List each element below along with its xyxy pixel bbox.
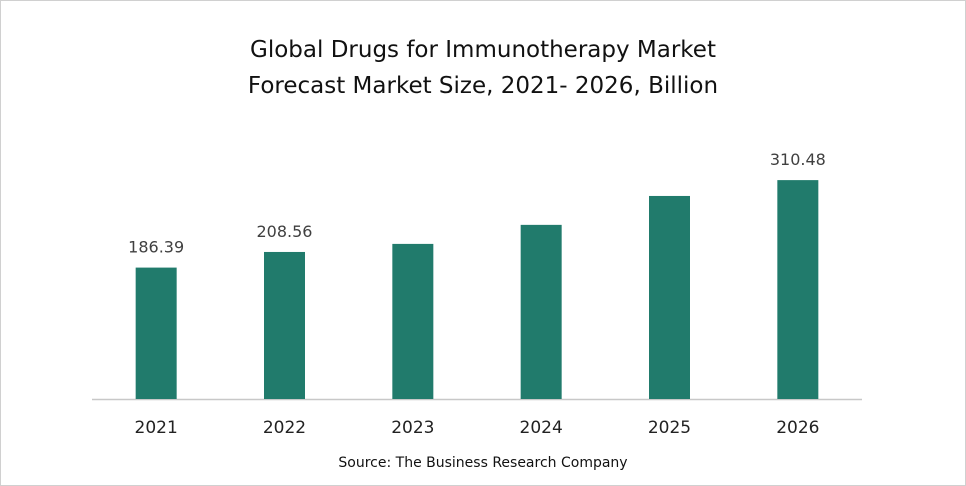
bar-2025 — [649, 195, 690, 399]
chart-subtitle: Forecast Market Size, 2021- 2026, Billio… — [247, 73, 719, 99]
bar-2026 — [777, 180, 819, 399]
x-tick-label-2022: 2022 — [263, 418, 306, 438]
source-note: Source: The Business Research Company — [338, 455, 628, 471]
bar-2023 — [392, 243, 434, 399]
x-tick-label-2024: 2024 — [520, 418, 563, 438]
x-tick-label-2025: 2025 — [648, 418, 691, 438]
x-tick-label-2026: 2026 — [776, 418, 819, 438]
chart-title: Global Drugs for Immunotherapy Market — [250, 37, 716, 63]
bar-2024 — [520, 224, 562, 399]
x-tick-label-2023: 2023 — [391, 418, 434, 438]
bar-2022 — [264, 251, 305, 399]
data-label-2021: 186.39 — [128, 238, 184, 257]
data-label-2022: 208.56 — [257, 222, 313, 241]
x-tick-label-2021: 2021 — [135, 418, 178, 438]
data-label-2026: 310.48 — [770, 150, 826, 169]
bar-2021 — [135, 267, 177, 399]
